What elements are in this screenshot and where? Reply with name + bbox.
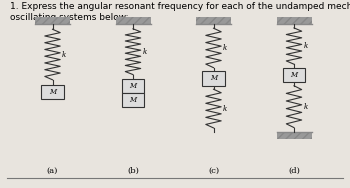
Bar: [276, 17, 312, 24]
Text: k: k: [62, 51, 66, 58]
Text: 1. Express the angular resonant frequency for each of the undamped mechanical: 1. Express the angular resonant frequenc…: [10, 2, 350, 11]
Bar: [196, 17, 231, 24]
Text: M: M: [130, 96, 136, 104]
Bar: [35, 17, 70, 24]
Bar: [283, 68, 305, 82]
Bar: [122, 93, 144, 107]
Text: oscillating systems below:: oscillating systems below:: [10, 13, 129, 22]
Text: (a): (a): [47, 167, 58, 175]
Bar: [116, 17, 150, 24]
Text: M: M: [49, 88, 56, 96]
Text: k: k: [142, 48, 147, 56]
Text: k: k: [223, 105, 227, 113]
Text: k: k: [303, 103, 308, 111]
Text: M: M: [290, 71, 298, 79]
Text: M: M: [210, 74, 217, 83]
Text: k: k: [223, 44, 227, 52]
Bar: [41, 85, 64, 99]
Bar: [202, 71, 225, 86]
Text: M: M: [130, 82, 136, 90]
Text: (c): (c): [208, 167, 219, 175]
Text: (d): (d): [288, 167, 300, 175]
Text: (b): (b): [127, 167, 139, 175]
Bar: [122, 79, 144, 93]
Text: k: k: [303, 42, 308, 50]
Bar: [276, 132, 312, 139]
